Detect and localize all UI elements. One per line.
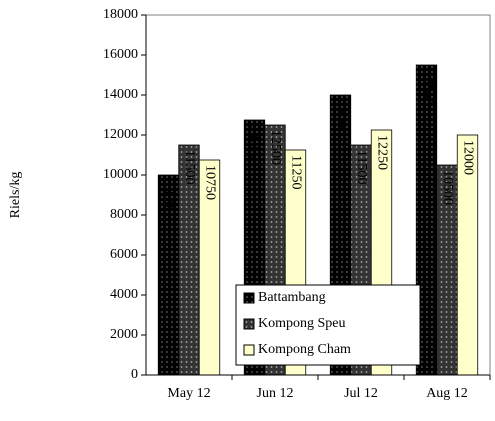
data-label: 12000 — [460, 140, 475, 175]
y-tick-label: 16000 — [103, 47, 138, 62]
y-tick-label: 6000 — [110, 247, 138, 262]
x-tick-label: Aug 12 — [426, 386, 468, 401]
legend: Battambang Kompong Speu Kompong Cham — [235, 284, 421, 366]
data-label: 12250 — [374, 135, 389, 170]
y-tick-label: 12000 — [103, 127, 138, 142]
y-tick-label: 2000 — [110, 327, 138, 342]
data-label: 15500 — [419, 70, 434, 105]
legend-swatch — [243, 318, 255, 330]
y-tick-label: 10000 — [103, 167, 138, 182]
legend-box — [235, 284, 421, 366]
legend-swatch — [243, 344, 255, 356]
x-tick-label: May 12 — [167, 386, 210, 401]
data-label: 10750 — [202, 165, 217, 200]
data-label: 11500 — [354, 150, 369, 184]
y-tick-label: 8000 — [110, 207, 138, 222]
data-label: 11250 — [288, 155, 303, 189]
legend-swatch — [243, 292, 255, 304]
data-label: 11500 — [182, 150, 197, 184]
x-tick-label: Jul 12 — [344, 386, 378, 401]
data-label: 14000 — [333, 100, 348, 135]
data-label: 10000 — [161, 180, 176, 215]
legend-label: Kompong Speu — [258, 316, 346, 331]
y-tick-label: 4000 — [110, 287, 138, 302]
y-tick-label: 14000 — [103, 87, 138, 102]
legend-label: Battambang — [258, 290, 326, 305]
y-tick-label: 0 — [131, 367, 138, 382]
legend-label: Kompong Cham — [258, 342, 351, 357]
y-tick-label: 18000 — [103, 7, 138, 22]
data-label: 12500 — [268, 130, 283, 165]
data-label: 10500 — [440, 170, 455, 205]
x-tick-label: Jun 12 — [257, 386, 294, 401]
y-axis-label: Riels/kg — [8, 172, 23, 219]
data-label: 12750 — [247, 125, 262, 160]
